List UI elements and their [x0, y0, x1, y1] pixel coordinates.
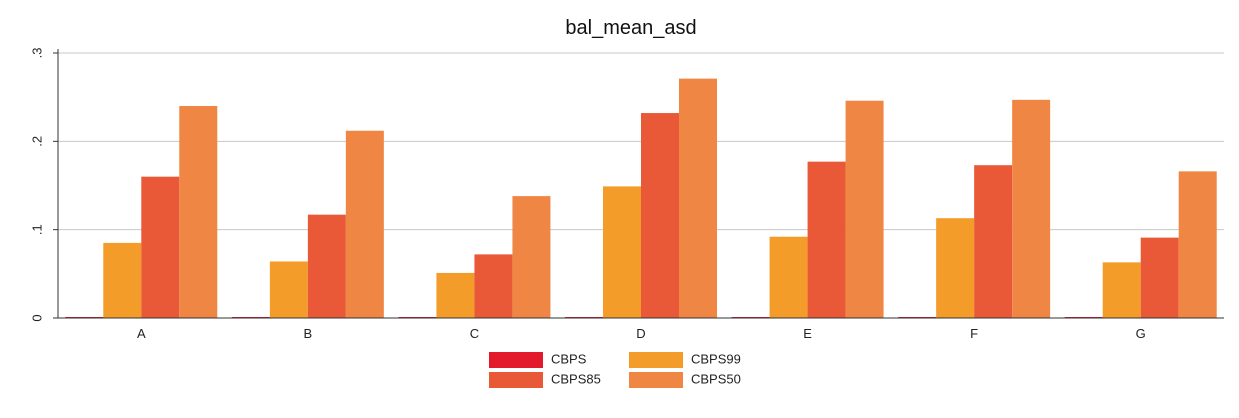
- bar-cbps85-e: [807, 161, 846, 318]
- legend-label-cbps50: CBPS50: [691, 371, 741, 386]
- x-tick-label: A: [137, 326, 146, 341]
- x-tick-label: D: [636, 326, 645, 341]
- x-tick-label: G: [1136, 326, 1146, 341]
- legend-swatch-cbps: [489, 352, 543, 368]
- legend-swatch-cbps85: [489, 372, 543, 388]
- y-tick-label: 0: [29, 314, 44, 321]
- bars: [65, 78, 1217, 318]
- y-tick-label: .1: [29, 224, 44, 235]
- legend-label-cbps: CBPS: [551, 351, 587, 366]
- bar-cbps99-e: [769, 236, 808, 318]
- bar-cbps99-a: [103, 242, 142, 318]
- y-tick-label: .3: [29, 48, 44, 59]
- bar-cbps85-f: [974, 165, 1013, 318]
- legend-label-cbps85: CBPS85: [551, 371, 601, 386]
- bar-cbps50-a: [179, 106, 218, 318]
- bar-cbps50-d: [679, 78, 717, 318]
- bar-cbps99-g: [1102, 262, 1141, 318]
- legend-swatch-cbps50: [629, 372, 683, 388]
- bar-cbps85-d: [641, 113, 679, 318]
- bar-cbps85-a: [141, 176, 180, 318]
- chart-title: bal_mean_asd: [565, 17, 696, 39]
- bar-cbps99-b: [269, 261, 308, 318]
- bar-cbps50-e: [845, 100, 884, 318]
- axes: 0 .1 .2 .3 A B C D E F G: [29, 48, 1224, 341]
- x-tick-label: C: [470, 326, 479, 341]
- bar-cbps99-c: [436, 272, 475, 318]
- y-tick-label: .2: [29, 136, 44, 147]
- bar-cbps50-f: [1012, 99, 1051, 318]
- bar-cbps50-g: [1178, 171, 1217, 318]
- bar-cbps85-g: [1140, 237, 1179, 318]
- x-tick-label: E: [803, 326, 812, 341]
- bar-cbps85-c: [474, 254, 513, 318]
- bar-cbps50-b: [345, 130, 384, 318]
- x-tick-label: B: [304, 326, 313, 341]
- bar-cbps85-b: [307, 214, 346, 318]
- legend: CBPS CBPS99 CBPS85 CBPS50: [489, 351, 741, 388]
- legend-swatch-cbps99: [629, 352, 683, 368]
- legend-label-cbps99: CBPS99: [691, 351, 741, 366]
- x-tick-label: F: [970, 326, 978, 341]
- bar-cbps99-d: [603, 186, 641, 318]
- bar-cbps50-c: [512, 196, 551, 318]
- bar-cbps99-f: [936, 218, 975, 318]
